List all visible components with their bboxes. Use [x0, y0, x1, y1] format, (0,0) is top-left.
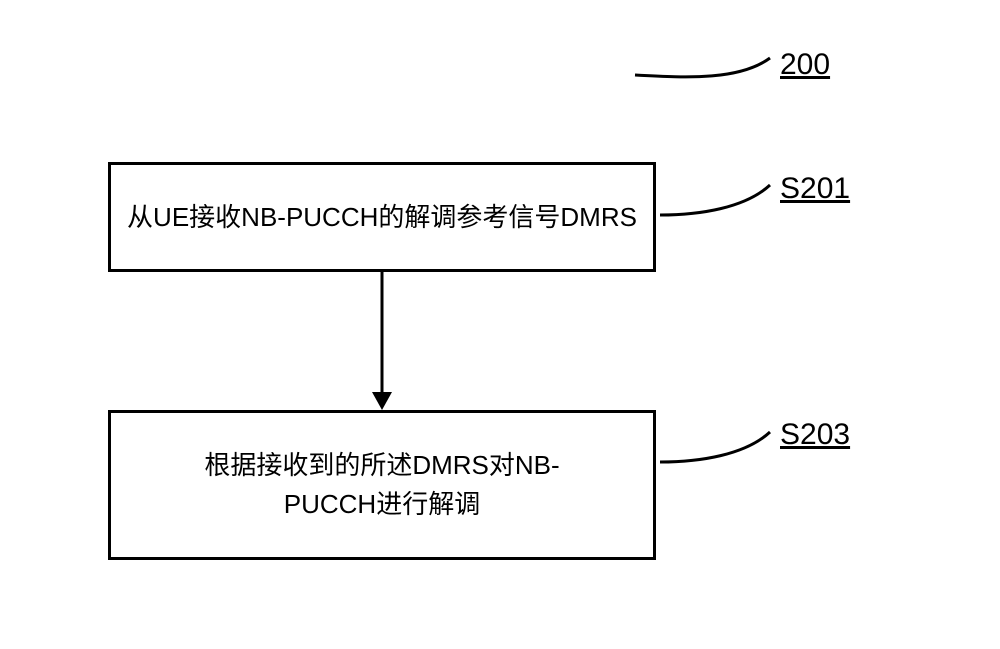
- label-s203-curve: [0, 0, 1000, 649]
